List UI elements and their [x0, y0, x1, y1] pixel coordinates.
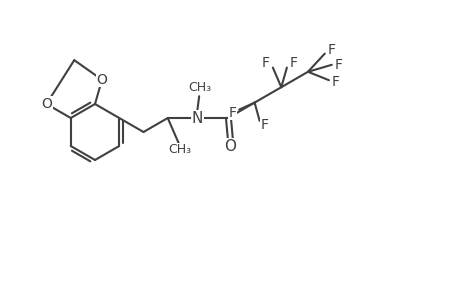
- Text: F: F: [331, 75, 339, 89]
- Text: CH₃: CH₃: [188, 81, 211, 94]
- Text: F: F: [334, 58, 342, 72]
- Text: F: F: [260, 118, 268, 132]
- Text: N: N: [191, 110, 202, 125]
- Text: F: F: [289, 56, 297, 70]
- Text: F: F: [228, 106, 236, 120]
- Text: O: O: [96, 73, 107, 87]
- Text: CH₃: CH₃: [168, 143, 191, 156]
- Text: O: O: [41, 97, 52, 111]
- Text: F: F: [327, 43, 335, 57]
- Text: F: F: [261, 56, 269, 70]
- Text: O: O: [224, 139, 235, 154]
